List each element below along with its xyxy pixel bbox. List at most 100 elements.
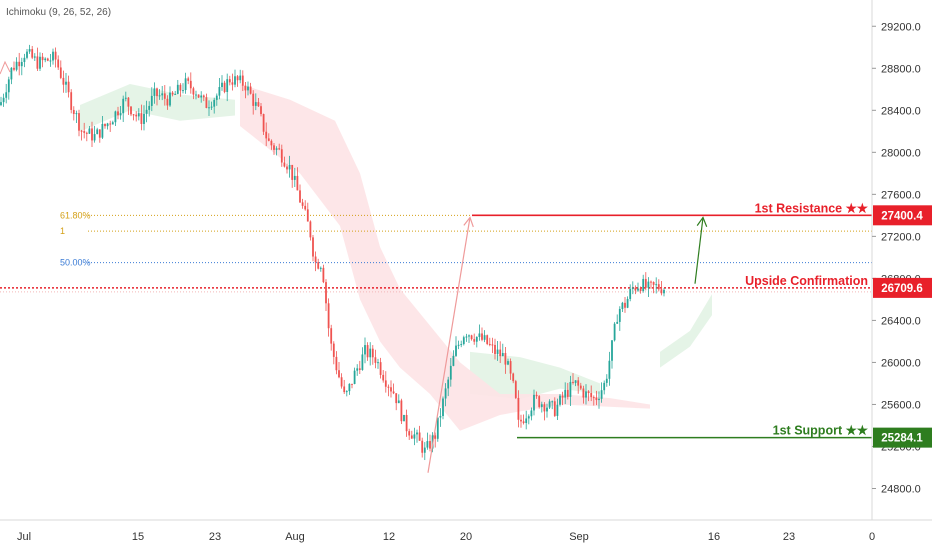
candle-body — [226, 79, 229, 92]
resistance-price-badge-value: 27400.4 — [881, 210, 923, 222]
candle-body — [244, 85, 247, 91]
candle-body — [530, 410, 533, 417]
candle-body — [241, 75, 244, 86]
candle-body — [374, 357, 377, 363]
candle-body — [327, 303, 330, 329]
candle-body — [392, 391, 395, 394]
support-price-badge-value: 25284.1 — [881, 433, 923, 445]
candle-body — [210, 106, 213, 108]
candle-body — [517, 397, 520, 420]
candle-body — [301, 202, 304, 206]
candle-body — [434, 435, 437, 439]
time-tick-label: Jul — [17, 531, 31, 543]
candle-body — [169, 92, 171, 106]
levels: 61.80% 1 50.00% — [0, 210, 872, 439]
candle-body — [176, 84, 179, 94]
candle-body — [98, 129, 101, 138]
candle-body — [538, 396, 541, 407]
candle-body — [36, 56, 39, 69]
candle-body — [566, 389, 569, 397]
candle-body — [254, 102, 257, 106]
candle-body — [228, 79, 231, 83]
candle-body — [460, 344, 463, 346]
candle-body — [496, 349, 499, 355]
candle-body — [213, 99, 216, 107]
candle-body — [135, 114, 138, 117]
candle-body — [520, 419, 522, 422]
cloud-bearish — [240, 84, 650, 431]
candle-body — [96, 129, 99, 135]
candle-body — [465, 336, 468, 338]
candle-body — [603, 382, 606, 391]
candle-body — [145, 109, 148, 114]
fib-61-8-line-label: 61.80% — [60, 210, 91, 220]
candle-body — [28, 49, 31, 52]
candle-body — [65, 81, 67, 85]
candle-body — [91, 128, 93, 141]
resistance-label: 1st Resistance ★★ — [755, 201, 869, 215]
candle-body — [59, 67, 62, 78]
candle-body — [439, 415, 442, 418]
price-tick-label: 28400.0 — [881, 105, 921, 117]
candle-body — [507, 361, 509, 365]
candle-body — [174, 93, 177, 95]
candle-body — [127, 97, 130, 107]
pink-up-arrow-head — [463, 216, 474, 228]
candle-body — [650, 281, 652, 283]
edge-arrow-icon — [0, 60, 11, 75]
candle-body — [413, 434, 416, 439]
candle-body — [546, 407, 548, 412]
candle-body — [457, 344, 460, 346]
candle-body — [70, 92, 73, 110]
candle-body — [158, 95, 161, 97]
confirmation-price-badge — [873, 277, 932, 298]
candle-body — [83, 131, 86, 133]
candle-body — [642, 278, 645, 291]
candle-body — [72, 109, 75, 114]
green-up-arrow — [694, 217, 704, 284]
candle-body — [278, 148, 281, 150]
candle-body — [447, 379, 450, 389]
candle-body — [215, 95, 218, 100]
candle-body — [200, 95, 203, 98]
candle-body — [189, 80, 192, 89]
candle-body — [582, 388, 585, 398]
candle-body — [379, 362, 382, 375]
candle-body — [351, 383, 353, 385]
indicator-label[interactable]: Ichimoku (9, 26, 52, 26) — [6, 7, 112, 18]
fib-1-line-label: 1 — [60, 226, 65, 236]
candle-body — [49, 60, 52, 62]
candle-body — [119, 113, 122, 116]
candle-body — [577, 380, 580, 386]
time-tick-label: Sep — [569, 531, 589, 543]
candle-body — [348, 383, 351, 392]
price-tick-label: 24800.0 — [881, 483, 921, 495]
candlesticks — [0, 44, 665, 461]
candle-body — [366, 345, 369, 358]
candle-body — [361, 354, 364, 370]
candle-body — [78, 113, 80, 131]
candle-body — [10, 67, 13, 80]
candle-body — [652, 281, 655, 285]
candle-body — [54, 51, 57, 60]
candle-body — [395, 393, 398, 404]
candle-body — [644, 278, 647, 288]
candle-body — [208, 107, 210, 109]
candle-body — [93, 134, 96, 141]
candle-body — [132, 114, 135, 116]
candle-body — [639, 288, 642, 291]
candle-body — [543, 404, 546, 412]
candle-body — [335, 356, 338, 371]
candle-body — [52, 51, 54, 61]
candle-body — [309, 221, 312, 238]
candle-body — [616, 321, 619, 324]
candle-body — [104, 123, 106, 127]
candle-body — [257, 102, 260, 107]
candle-body — [371, 348, 374, 358]
candle-body — [403, 414, 405, 422]
candle-body — [564, 389, 567, 398]
candle-body — [353, 370, 356, 384]
price-tick-label: 26400.0 — [881, 315, 921, 327]
candle-body — [390, 387, 392, 392]
